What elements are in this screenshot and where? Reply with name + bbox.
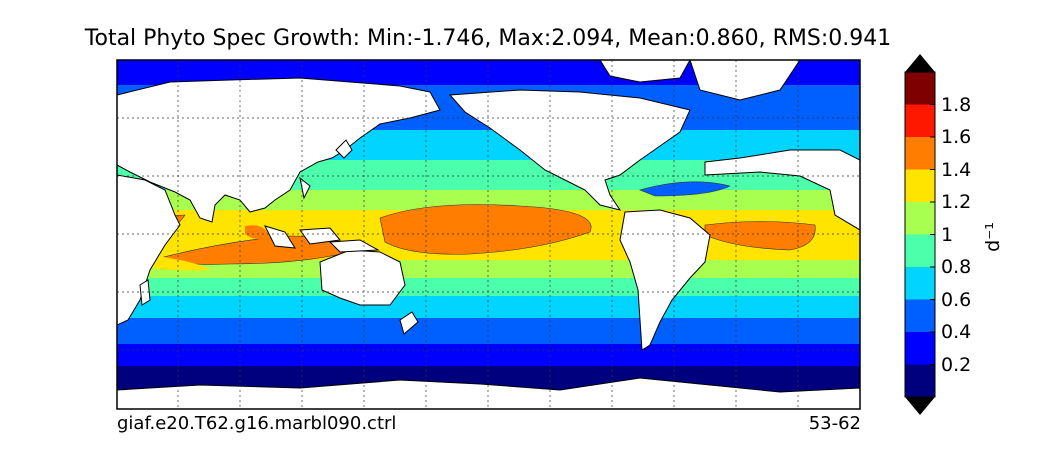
colorbar-segment (905, 332, 935, 365)
patch-indian-yellow (140, 255, 210, 271)
patch-pacific-high (379, 204, 592, 255)
colorbar-tick-label: 1.4 (941, 158, 972, 181)
land-africa-west (704, 149, 860, 231)
land-masses (117, 60, 860, 409)
colorbar-segment (905, 202, 935, 235)
map-title: Total Phyto Spec Growth: Min:-1.746, Max… (84, 26, 892, 51)
colorbar-tick-label: 1.6 (941, 126, 972, 148)
colorbar-tick-label: 1.8 (941, 93, 972, 116)
land-asia (117, 77, 441, 223)
band-south-subtropical (117, 278, 860, 296)
colorbar-tick-label: 0.6 (941, 288, 972, 311)
colorbar-segment (905, 137, 935, 170)
land-arctic-islands (599, 60, 691, 83)
colorbar-tick-label: 0.2 (941, 353, 972, 376)
colorbar-unit-label: d⁻¹ (981, 222, 1004, 252)
colorbar-extend-min (905, 397, 935, 415)
colorbar-segment (905, 104, 935, 137)
land-north-america (448, 89, 691, 211)
patch-north-atlantic-low (639, 181, 731, 197)
colorbar-tick-label: 1 (941, 223, 954, 246)
band-south-mid (117, 296, 860, 318)
land-greenland (689, 60, 801, 101)
land-new-guinea (328, 239, 380, 253)
case-name-label: giaf.e20.T62.g16.marbl090.ctrl (117, 413, 397, 434)
land-africa-east (117, 174, 181, 326)
land-sumatra (264, 225, 296, 249)
map-field (117, 60, 860, 409)
colorbar-tick-label: 0.8 (941, 256, 972, 278)
colorbar-tick-label: 0.4 (941, 321, 972, 343)
colorbar-segment (905, 299, 935, 332)
graticule (117, 60, 860, 409)
land-borneo (299, 227, 341, 245)
colorbar (904, 54, 936, 415)
band-southern-ocean (117, 344, 860, 366)
land-south-america (619, 209, 711, 351)
land-philippines (299, 176, 311, 200)
patch-atlantic-high (704, 221, 816, 251)
years-label: 53-62 (808, 413, 861, 434)
colorbar-segment (905, 364, 935, 397)
colorbar-segment (905, 234, 935, 267)
colorbar-segment (905, 169, 935, 202)
land-madagascar (139, 279, 151, 306)
colorbar-extend-max (905, 54, 935, 72)
colorbar-segment (905, 267, 935, 300)
land-new-zealand (399, 311, 419, 335)
colorbar-tick-label: 1.2 (941, 191, 972, 213)
map-frame (116, 59, 861, 410)
land-japan (335, 139, 353, 159)
patch-bay-of-bengal (245, 225, 270, 240)
colorbar-segment (905, 72, 935, 105)
band-south-subpolar (117, 318, 860, 344)
